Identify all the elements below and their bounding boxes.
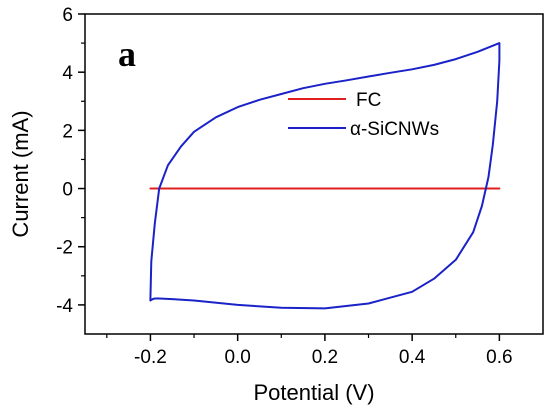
series-line-sicnws (149, 42, 501, 310)
y-tick-label: -4 (56, 296, 73, 317)
x-axis-label: Potential (V) (253, 380, 374, 405)
y-tick-label: 6 (62, 5, 73, 26)
plot-frame (84, 13, 544, 335)
x-tick-label: -0.2 (134, 347, 167, 368)
y-axis-ticks: -4 -2 0 2 4 6 (56, 5, 85, 317)
y-tick-label: -2 (56, 238, 73, 259)
legend-label-fc: FC (356, 90, 381, 111)
legend-label-sicnws: α-SiCNWs (350, 119, 439, 140)
panel-label: a (118, 34, 136, 74)
y-tick-label: 2 (62, 121, 73, 142)
x-tick-label: 0.2 (312, 347, 338, 368)
y-axis-label: Current (mA) (8, 110, 33, 237)
x-axis-ticks: -0.2 0.0 0.2 0.4 0.6 (106, 334, 513, 368)
y-tick-label: 0 (62, 180, 73, 201)
y-tick-label: 4 (62, 63, 73, 84)
x-tick-label: 0.6 (486, 347, 512, 368)
series-layer (149, 42, 501, 310)
x-tick-label: 0.0 (224, 347, 250, 368)
x-tick-label: 0.4 (399, 347, 426, 368)
legend: FC α-SiCNWs (288, 90, 439, 140)
